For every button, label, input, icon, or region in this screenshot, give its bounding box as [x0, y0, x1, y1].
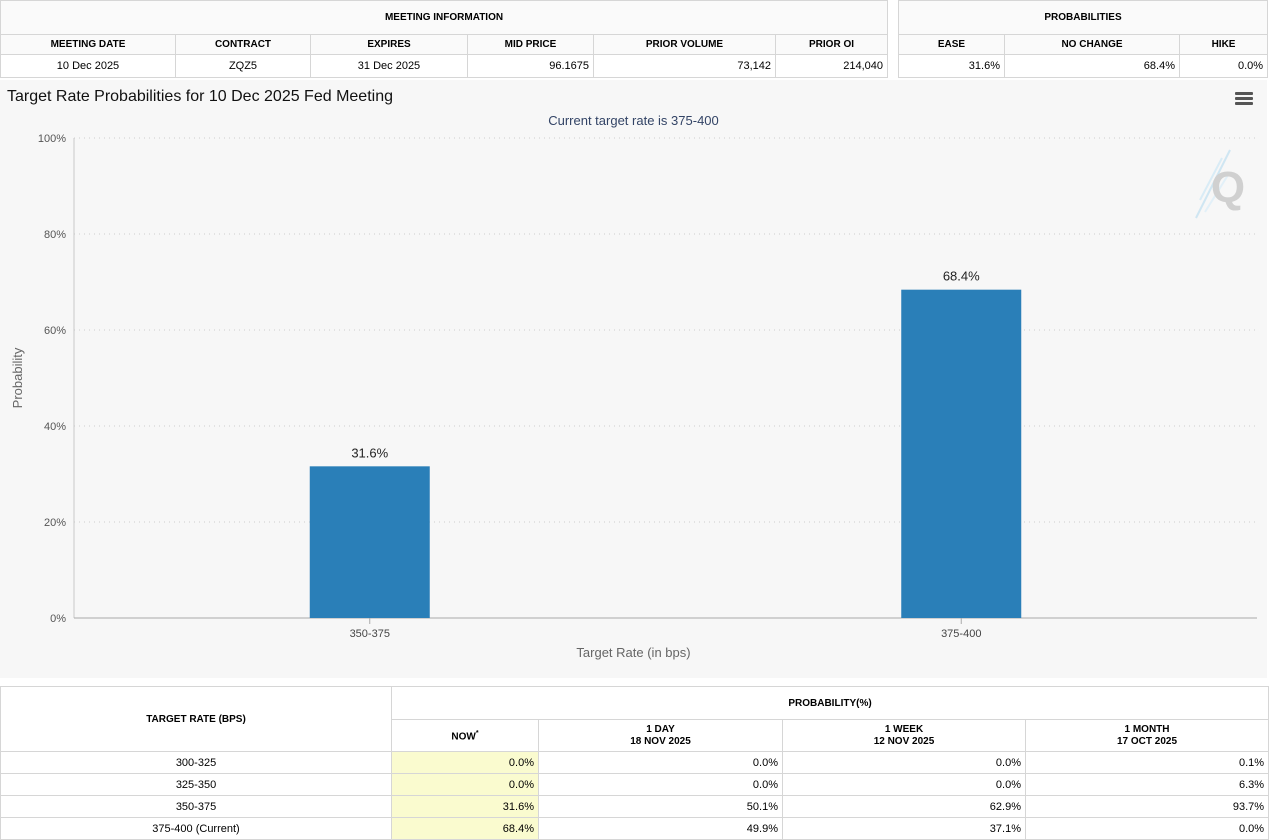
target-rate-header: TARGET RATE (BPS)	[0, 686, 392, 752]
chart-canvas: 0% 20% 40% 60% 80% 100% 31.6% 350-375 68.4% 375-4…	[10, 113, 1257, 660]
day-cell: 50.1%	[538, 795, 783, 818]
hike-value: 0.0%	[1178, 54, 1269, 78]
day-cell: 0.0%	[538, 751, 783, 774]
col-no-change: NO CHANGE	[1004, 34, 1180, 55]
week-cell: 62.9%	[782, 795, 1026, 818]
contract-value: ZQZ5	[175, 54, 311, 78]
rate-cell: 300-325	[0, 751, 392, 774]
now-cell: 0.0%	[391, 773, 539, 796]
y-tick-label: 0%	[50, 613, 66, 625]
col-1-month: 1 MONTH 17 OCT 2025	[1024, 719, 1270, 752]
chart-menu-icon[interactable]	[1235, 92, 1253, 106]
week-cell: 37.1%	[782, 817, 1026, 840]
day-cell: 49.9%	[538, 817, 783, 840]
expires-value: 31 Dec 2025	[310, 54, 468, 78]
week-cell: 0.0%	[782, 773, 1026, 796]
rate-cell: 350-375	[0, 795, 392, 818]
chart-subtitle: Current target rate is 375-400	[548, 113, 719, 128]
ease-value: 31.6%	[898, 54, 1005, 78]
now-cell: 31.6%	[391, 795, 539, 818]
col-meeting-date: MEETING DATE	[0, 34, 176, 55]
table-row: 375-400 (Current) 68.4% 49.9% 37.1% 0.0%	[0, 817, 1270, 840]
col-prior-volume: PRIOR VOLUME	[593, 34, 776, 55]
probability-history-table: TARGET RATE (BPS) PROBABILITY(%) NOW* 1 …	[0, 686, 1270, 840]
now-cell: 68.4%	[391, 817, 539, 840]
table-row: 325-350 0.0% 0.0% 0.0% 6.3%	[0, 773, 1270, 796]
now-cell: 0.0%	[391, 751, 539, 774]
prior-volume-value: 73,142	[593, 54, 776, 78]
col-contract: CONTRACT	[175, 34, 311, 55]
month-cell: 93.7%	[1024, 795, 1270, 818]
probabilities-table: PROBABILITIES EASE NO CHANGE HIKE 31.6% …	[897, 0, 1269, 78]
month-cell: 0.1%	[1024, 751, 1270, 774]
mid-price-value: 96.1675	[467, 54, 594, 78]
watermark-letter: Q	[1211, 163, 1245, 212]
col-hike: HIKE	[1178, 34, 1269, 55]
watermark-logo: Q	[1195, 149, 1245, 219]
probability-header: PROBABILITY(%)	[390, 686, 1270, 720]
y-tick-label: 80%	[44, 229, 66, 241]
y-tick-label: 20%	[44, 517, 66, 529]
bar-data-label: 68.4%	[943, 269, 980, 284]
col-mid-price: MID PRICE	[467, 34, 594, 55]
month-cell: 0.0%	[1024, 817, 1270, 840]
col-ease: EASE	[898, 34, 1005, 55]
meeting-information-table: MEETING INFORMATION MEETING DATE CONTRAC…	[0, 0, 889, 78]
x-tick-label: 350-375	[350, 628, 390, 640]
meeting-information-header: MEETING INFORMATION	[0, 0, 889, 35]
meeting-date-value: 10 Dec 2025	[0, 54, 176, 78]
bar-375-400	[901, 289, 1022, 618]
y-axis-title: Probability	[10, 347, 25, 408]
day-cell: 0.0%	[538, 773, 783, 796]
rate-cell: 325-350	[0, 773, 392, 796]
chart-title: Target Rate Probabilities for 10 Dec 202…	[7, 88, 393, 105]
month-cell: 6.3%	[1024, 773, 1270, 796]
col-prior-oi: PRIOR OI	[774, 34, 889, 55]
x-tick-label: 375-400	[941, 628, 981, 640]
bar-data-label: 31.6%	[351, 445, 388, 460]
col-now: NOW*	[391, 719, 539, 752]
table-row: 300-325 0.0% 0.0% 0.0% 0.1%	[0, 751, 1270, 774]
week-cell: 0.0%	[782, 751, 1026, 774]
rate-cell: 375-400 (Current)	[0, 817, 392, 840]
probability-chart: 0% 20% 40% 60% 80% 100% 31.6% 350-375 68.4% 375-4…	[0, 80, 1267, 678]
no-change-value: 68.4%	[1004, 54, 1180, 78]
table-row: 350-375 31.6% 50.1% 62.9% 93.7%	[0, 795, 1270, 818]
bar-350-375	[309, 466, 430, 618]
y-tick-label: 100%	[38, 133, 66, 145]
y-tick-label: 60%	[44, 325, 66, 337]
col-expires: EXPIRES	[310, 34, 468, 55]
prior-oi-value: 214,040	[774, 54, 889, 78]
x-axis-title: Target Rate (in bps)	[576, 645, 690, 660]
y-tick-label: 40%	[44, 421, 66, 433]
probabilities-header: PROBABILITIES	[897, 0, 1269, 35]
col-1-week: 1 WEEK 12 NOV 2025	[782, 719, 1026, 752]
col-1-day: 1 DAY 18 NOV 2025	[538, 719, 783, 752]
